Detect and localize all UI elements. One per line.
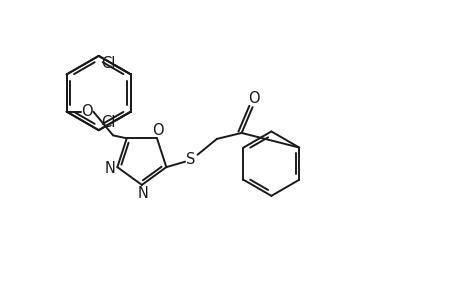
Text: Cl: Cl (101, 115, 115, 130)
Text: O: O (247, 91, 259, 106)
Text: S: S (186, 152, 196, 167)
Text: Cl: Cl (101, 56, 115, 70)
Text: O: O (81, 104, 93, 119)
Text: N: N (137, 186, 148, 201)
Text: N: N (105, 160, 116, 175)
Text: O: O (152, 123, 163, 138)
